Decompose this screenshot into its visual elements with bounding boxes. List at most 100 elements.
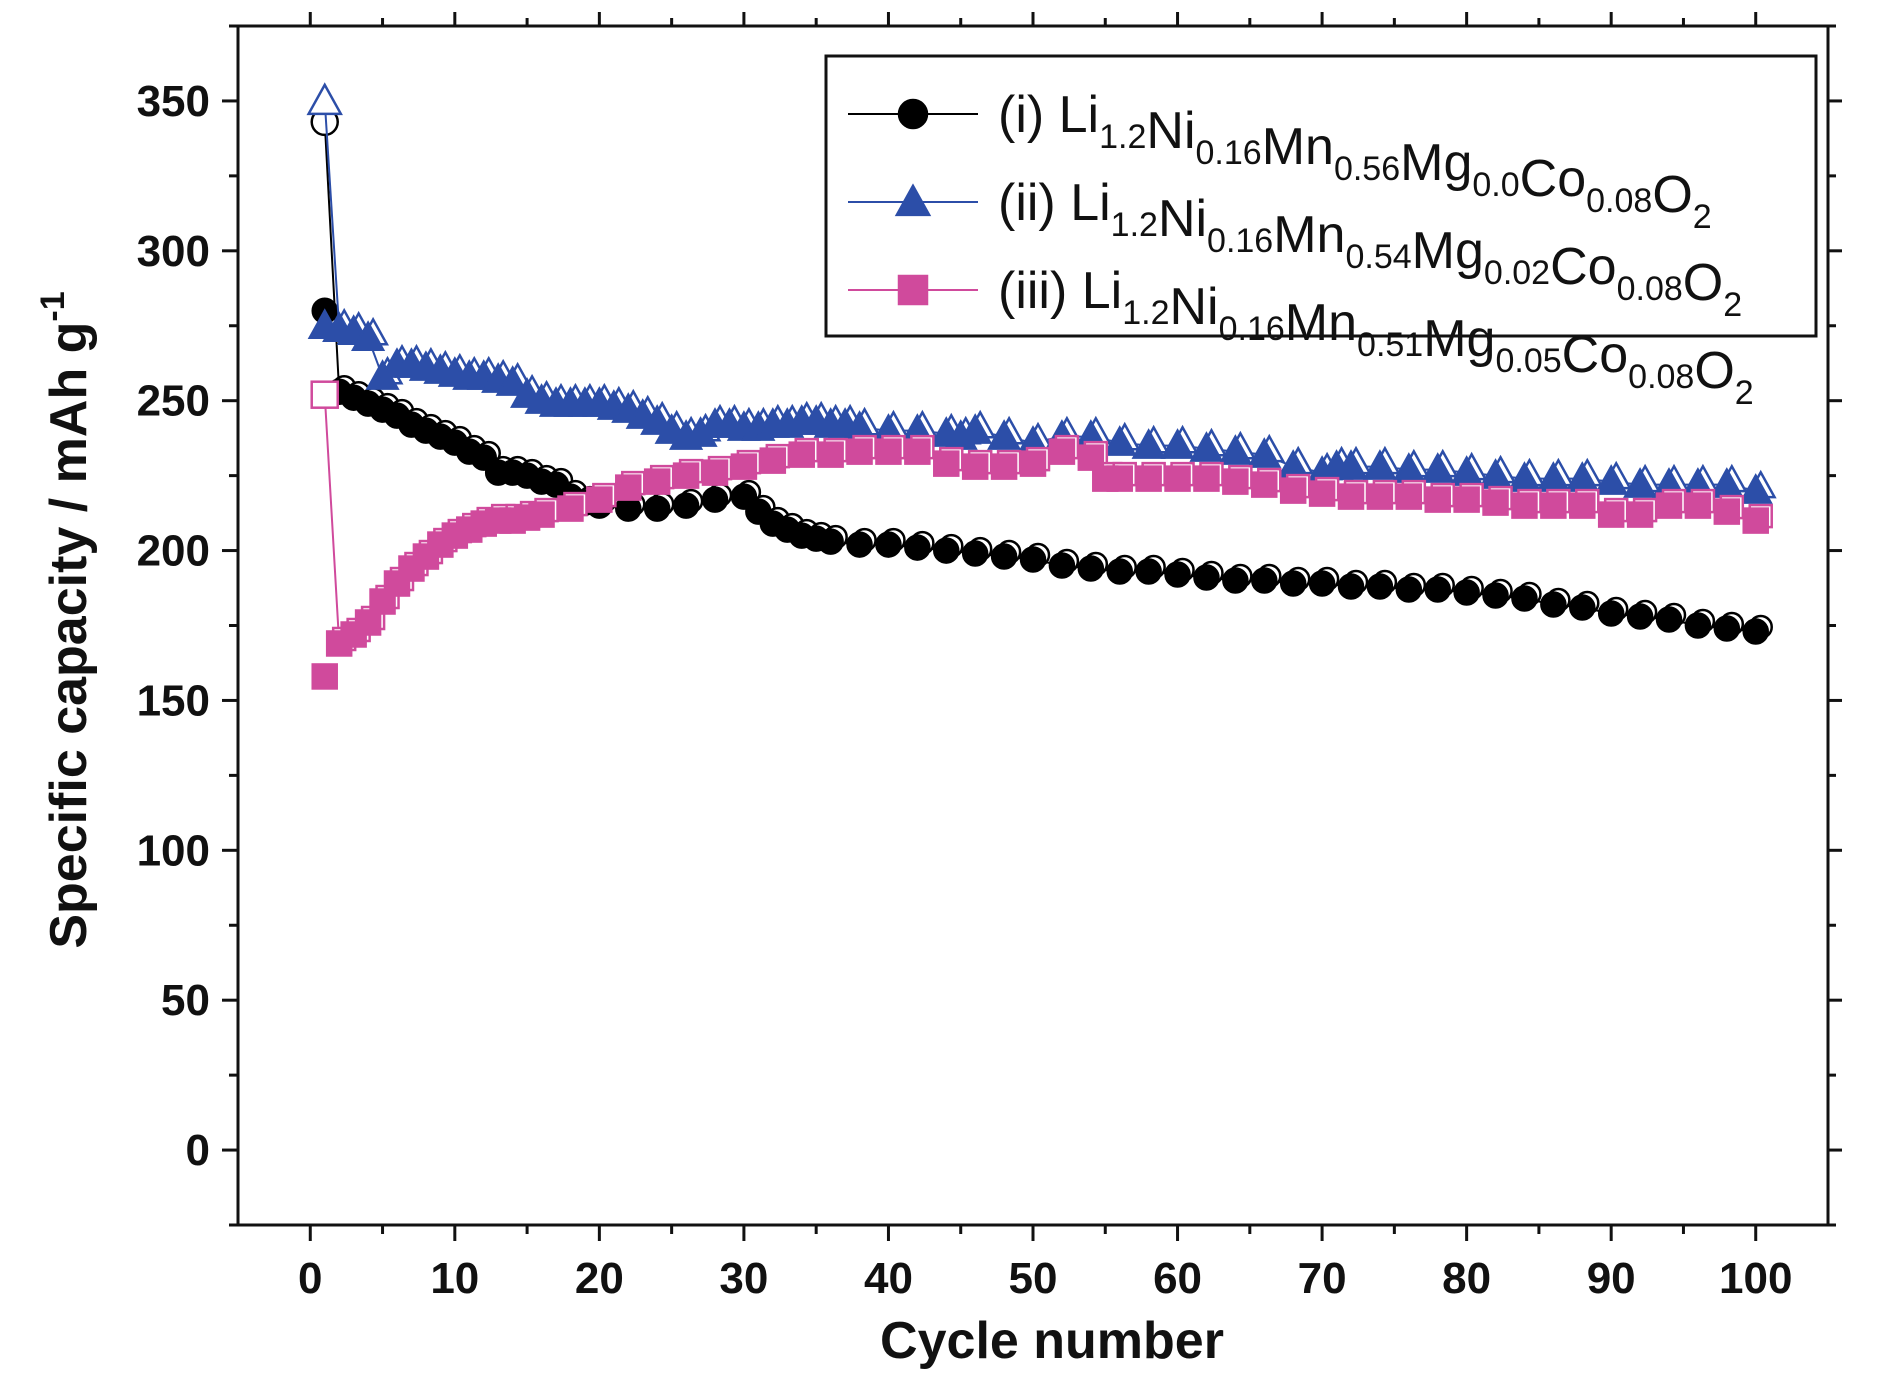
data-point <box>1569 594 1596 621</box>
data-point <box>987 419 1022 450</box>
y-tick-label: 250 <box>137 377 210 426</box>
x-tick-label: 40 <box>864 1254 913 1303</box>
legend-marker <box>894 183 932 217</box>
data-point <box>1308 570 1336 597</box>
data-point <box>1540 492 1567 519</box>
data-point <box>1742 507 1769 534</box>
data-point <box>1102 425 1137 456</box>
data-point <box>875 531 902 558</box>
data-point <box>961 453 989 480</box>
data-point <box>1420 452 1455 483</box>
data-point <box>1511 492 1538 519</box>
data-point <box>1160 428 1195 459</box>
x-tick-label: 50 <box>1009 1254 1058 1303</box>
data-point <box>1594 464 1629 495</box>
data-point <box>1333 449 1369 480</box>
y-tick-label: 200 <box>137 527 210 576</box>
data-point <box>817 441 844 468</box>
data-point <box>1453 579 1480 606</box>
data-point <box>1048 552 1076 579</box>
data-point <box>961 540 989 567</box>
series-triangle <box>306 82 1777 504</box>
data-point <box>1247 437 1282 468</box>
y-axis-title: Specific capacity / mAh g-1 <box>34 291 98 948</box>
data-point <box>1279 477 1307 504</box>
data-point <box>1135 558 1162 585</box>
data-point <box>701 459 729 486</box>
data-point <box>672 462 700 489</box>
data-point <box>1308 480 1336 507</box>
y-tick-label: 350 <box>137 77 210 126</box>
data-point <box>1106 558 1133 585</box>
series-square <box>310 380 1773 690</box>
data-point <box>1251 471 1278 498</box>
data-point <box>1626 603 1654 630</box>
data-point <box>1655 606 1683 633</box>
x-tick-label: 80 <box>1442 1254 1491 1303</box>
data-point <box>933 537 960 564</box>
legend-marker <box>897 274 929 306</box>
data-point <box>701 486 729 513</box>
x-tick-label: 70 <box>1298 1254 1347 1303</box>
x-tick-label: 20 <box>575 1254 624 1303</box>
data-point <box>904 534 931 561</box>
data-point <box>1511 585 1538 612</box>
data-point <box>904 438 931 465</box>
y-tick-label: 50 <box>161 976 210 1025</box>
data-point <box>1189 431 1224 462</box>
data-point <box>1366 573 1394 600</box>
data-point <box>1251 567 1278 594</box>
y-tick-label: 300 <box>137 227 210 276</box>
data-point <box>351 320 386 351</box>
data-point <box>495 365 530 396</box>
data-point <box>1337 483 1365 510</box>
data-point <box>1395 483 1423 510</box>
axes: 0 10 20 30 40 50 60 70 80 90 100 0 50 100 150 200 250 300… <box>137 12 1842 1303</box>
charge-point-cycle1 <box>310 380 339 409</box>
data-point <box>1482 582 1509 609</box>
data-point <box>1048 438 1076 465</box>
x-tick-label: 60 <box>1153 1254 1202 1303</box>
data-point <box>730 453 758 480</box>
data-point <box>1131 428 1166 459</box>
data-point <box>1279 570 1307 597</box>
legend-entry: (ii) Li1.2Ni0.16Mn0.54Mg0.02Co0.08O2 <box>998 174 1742 324</box>
data-point <box>1106 465 1133 492</box>
data-point <box>1193 564 1220 591</box>
data-point <box>1738 473 1773 504</box>
y-tick-label: 0 <box>186 1126 210 1175</box>
data-point <box>759 447 787 474</box>
y-tick-label: 100 <box>137 826 210 875</box>
data-point <box>817 528 844 555</box>
data-point <box>846 438 873 465</box>
data-point <box>1164 561 1191 588</box>
data-point <box>1366 483 1394 510</box>
data-point <box>1222 468 1249 495</box>
legend-box <box>824 54 1818 338</box>
data-point <box>875 438 902 465</box>
data-point <box>1077 555 1105 582</box>
data-point <box>1395 576 1423 603</box>
data-point <box>933 450 960 477</box>
data-point <box>586 486 613 513</box>
data-point <box>1626 501 1654 528</box>
x-tick-label: 100 <box>1719 1254 1792 1303</box>
data-point <box>354 609 382 636</box>
x-tick-label: 0 <box>298 1254 322 1303</box>
data-point <box>1713 498 1741 525</box>
data-point <box>1222 567 1249 594</box>
x-tick-label: 90 <box>1587 1254 1636 1303</box>
data-marks <box>306 82 1777 690</box>
data-point <box>1569 492 1596 519</box>
data-point <box>1193 465 1220 492</box>
data-point <box>1362 449 1397 480</box>
data-point <box>958 413 993 444</box>
legend: (i) Li1.2Ni0.16Mn0.56Mg0.0Co0.08O2(ii) L… <box>824 54 1818 412</box>
data-point <box>1540 591 1567 618</box>
data-point <box>1164 465 1191 492</box>
data-point <box>1713 615 1741 642</box>
data-point <box>1453 486 1480 513</box>
data-point <box>1482 489 1509 516</box>
data-point <box>788 441 815 468</box>
